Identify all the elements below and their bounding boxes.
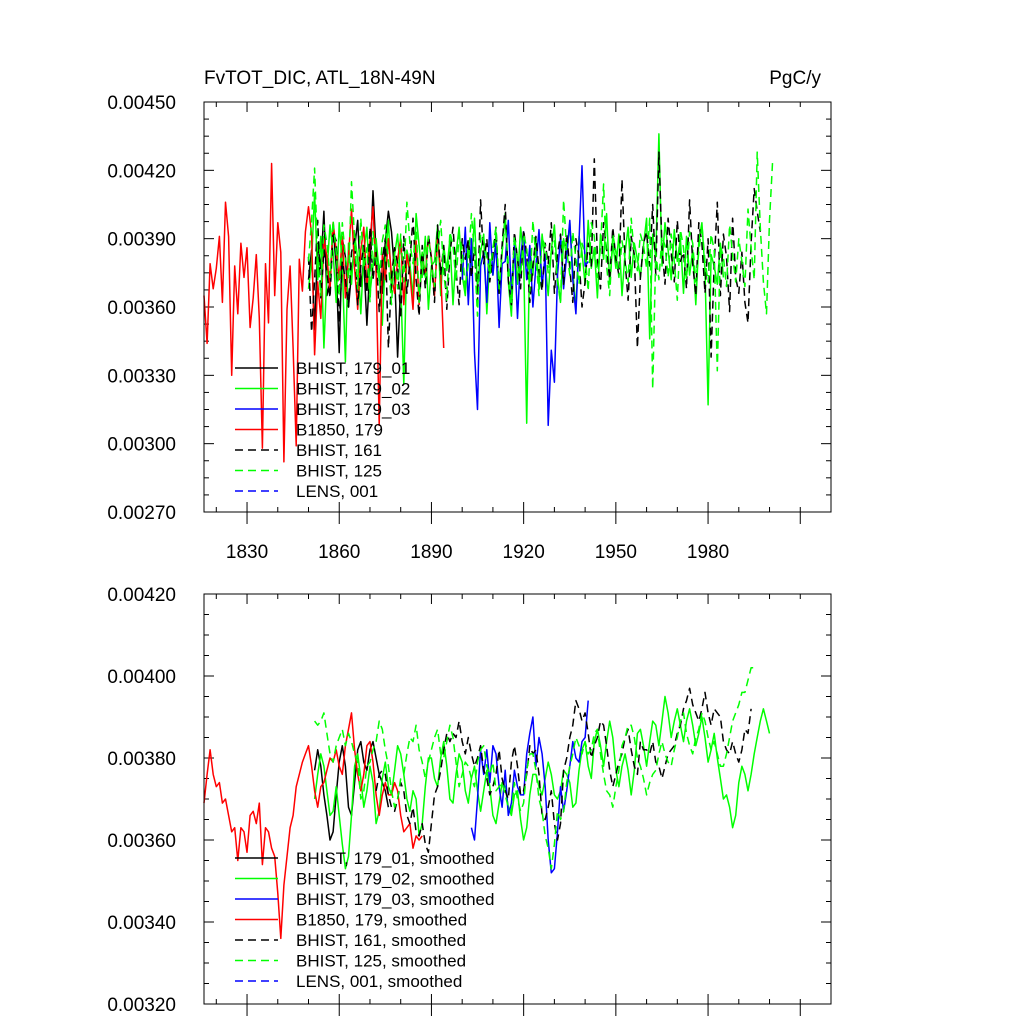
legend-label: LENS, 001, smoothed: [296, 972, 462, 991]
bottom-panel-series: [203, 667, 771, 940]
legend-label: B1850, 179, smoothed: [296, 911, 467, 930]
legend-label: BHIST, 179_01, smoothed: [296, 849, 494, 868]
y-tick-label: 0.00360: [107, 298, 176, 319]
x-tick-label: 1920: [503, 542, 545, 563]
y-tick-label: 0.00340: [107, 913, 176, 934]
y-tick-label: 0.00320: [107, 995, 176, 1016]
series-line-bhist-179-02-smoothed: [313, 695, 771, 870]
top-panel: FvTOT_DIC, ATL_18N-49N PgC/y 1830 1860 189…: [107, 68, 832, 563]
top-panel-series: [203, 133, 776, 463]
y-tick-label: 0.00450: [107, 93, 176, 114]
legend-label: BHIST, 179_01: [296, 359, 410, 378]
bottom-panel: 0.00320 0.00340 0.00360 0.00380 0.00400 0.004…: [107, 585, 832, 1016]
top-panel-frame: [203, 101, 832, 513]
top-panel-tick-labels: 1830 1860 1890 1920 1950 1980 0.00270 0.00300 0.…: [107, 93, 729, 563]
series-line-bhist-161-smoothed: [375, 687, 752, 854]
y-tick-label: 0.00300: [107, 435, 176, 456]
legend-label: BHIST, 179_03: [296, 400, 410, 419]
y-tick-label: 0.00390: [107, 230, 176, 251]
legend-label: BHIST, 161, smoothed: [296, 931, 466, 950]
y-tick-label: 0.00270: [107, 503, 176, 524]
y-tick-label: 0.00360: [107, 831, 176, 852]
legend-label: BHIST, 161: [296, 441, 382, 460]
y-tick-label: 0.00330: [107, 366, 176, 387]
series-line-bhist-125: [307, 151, 776, 390]
bottom-panel-legend: BHIST, 179_01, smoothed BHIST, 179_02, sm…: [235, 849, 494, 991]
bottom-panel-ticks: [204, 593, 831, 1016]
legend-label: BHIST, 179_02, smoothed: [296, 870, 494, 889]
series-line-b1850-179-smoothed: [203, 712, 423, 940]
y-tick-label: 0.00380: [107, 749, 176, 770]
x-tick-label: 1980: [687, 542, 729, 563]
series-line-bhist-125-smoothed: [314, 667, 755, 870]
legend-label: B1850, 179: [296, 421, 383, 440]
series-line-bhist-161: [307, 151, 762, 358]
legend-label: BHIST, 179_03, smoothed: [296, 890, 494, 909]
bottom-panel-tick-labels: 0.00320 0.00340 0.00360 0.00380 0.00400 0.004…: [107, 585, 176, 1016]
top-panel-units: PgC/y: [769, 68, 821, 89]
legend-label: BHIST, 125: [296, 462, 382, 481]
y-tick-label: 0.00420: [107, 585, 176, 606]
legend-label: LENS, 001: [296, 482, 378, 501]
legend-label: BHIST, 125, smoothed: [296, 952, 466, 971]
y-tick-label: 0.00400: [107, 667, 176, 688]
y-tick-label: 0.00420: [107, 161, 176, 182]
x-tick-label: 1830: [226, 542, 268, 563]
bottom-panel-frame: [203, 593, 832, 1005]
x-tick-label: 1860: [318, 542, 360, 563]
x-tick-label: 1890: [410, 542, 452, 563]
legend-label: BHIST, 179_02: [296, 380, 410, 399]
top-panel-title: FvTOT_DIC, ATL_18N-49N: [204, 68, 436, 89]
x-tick-label: 1950: [595, 542, 637, 563]
